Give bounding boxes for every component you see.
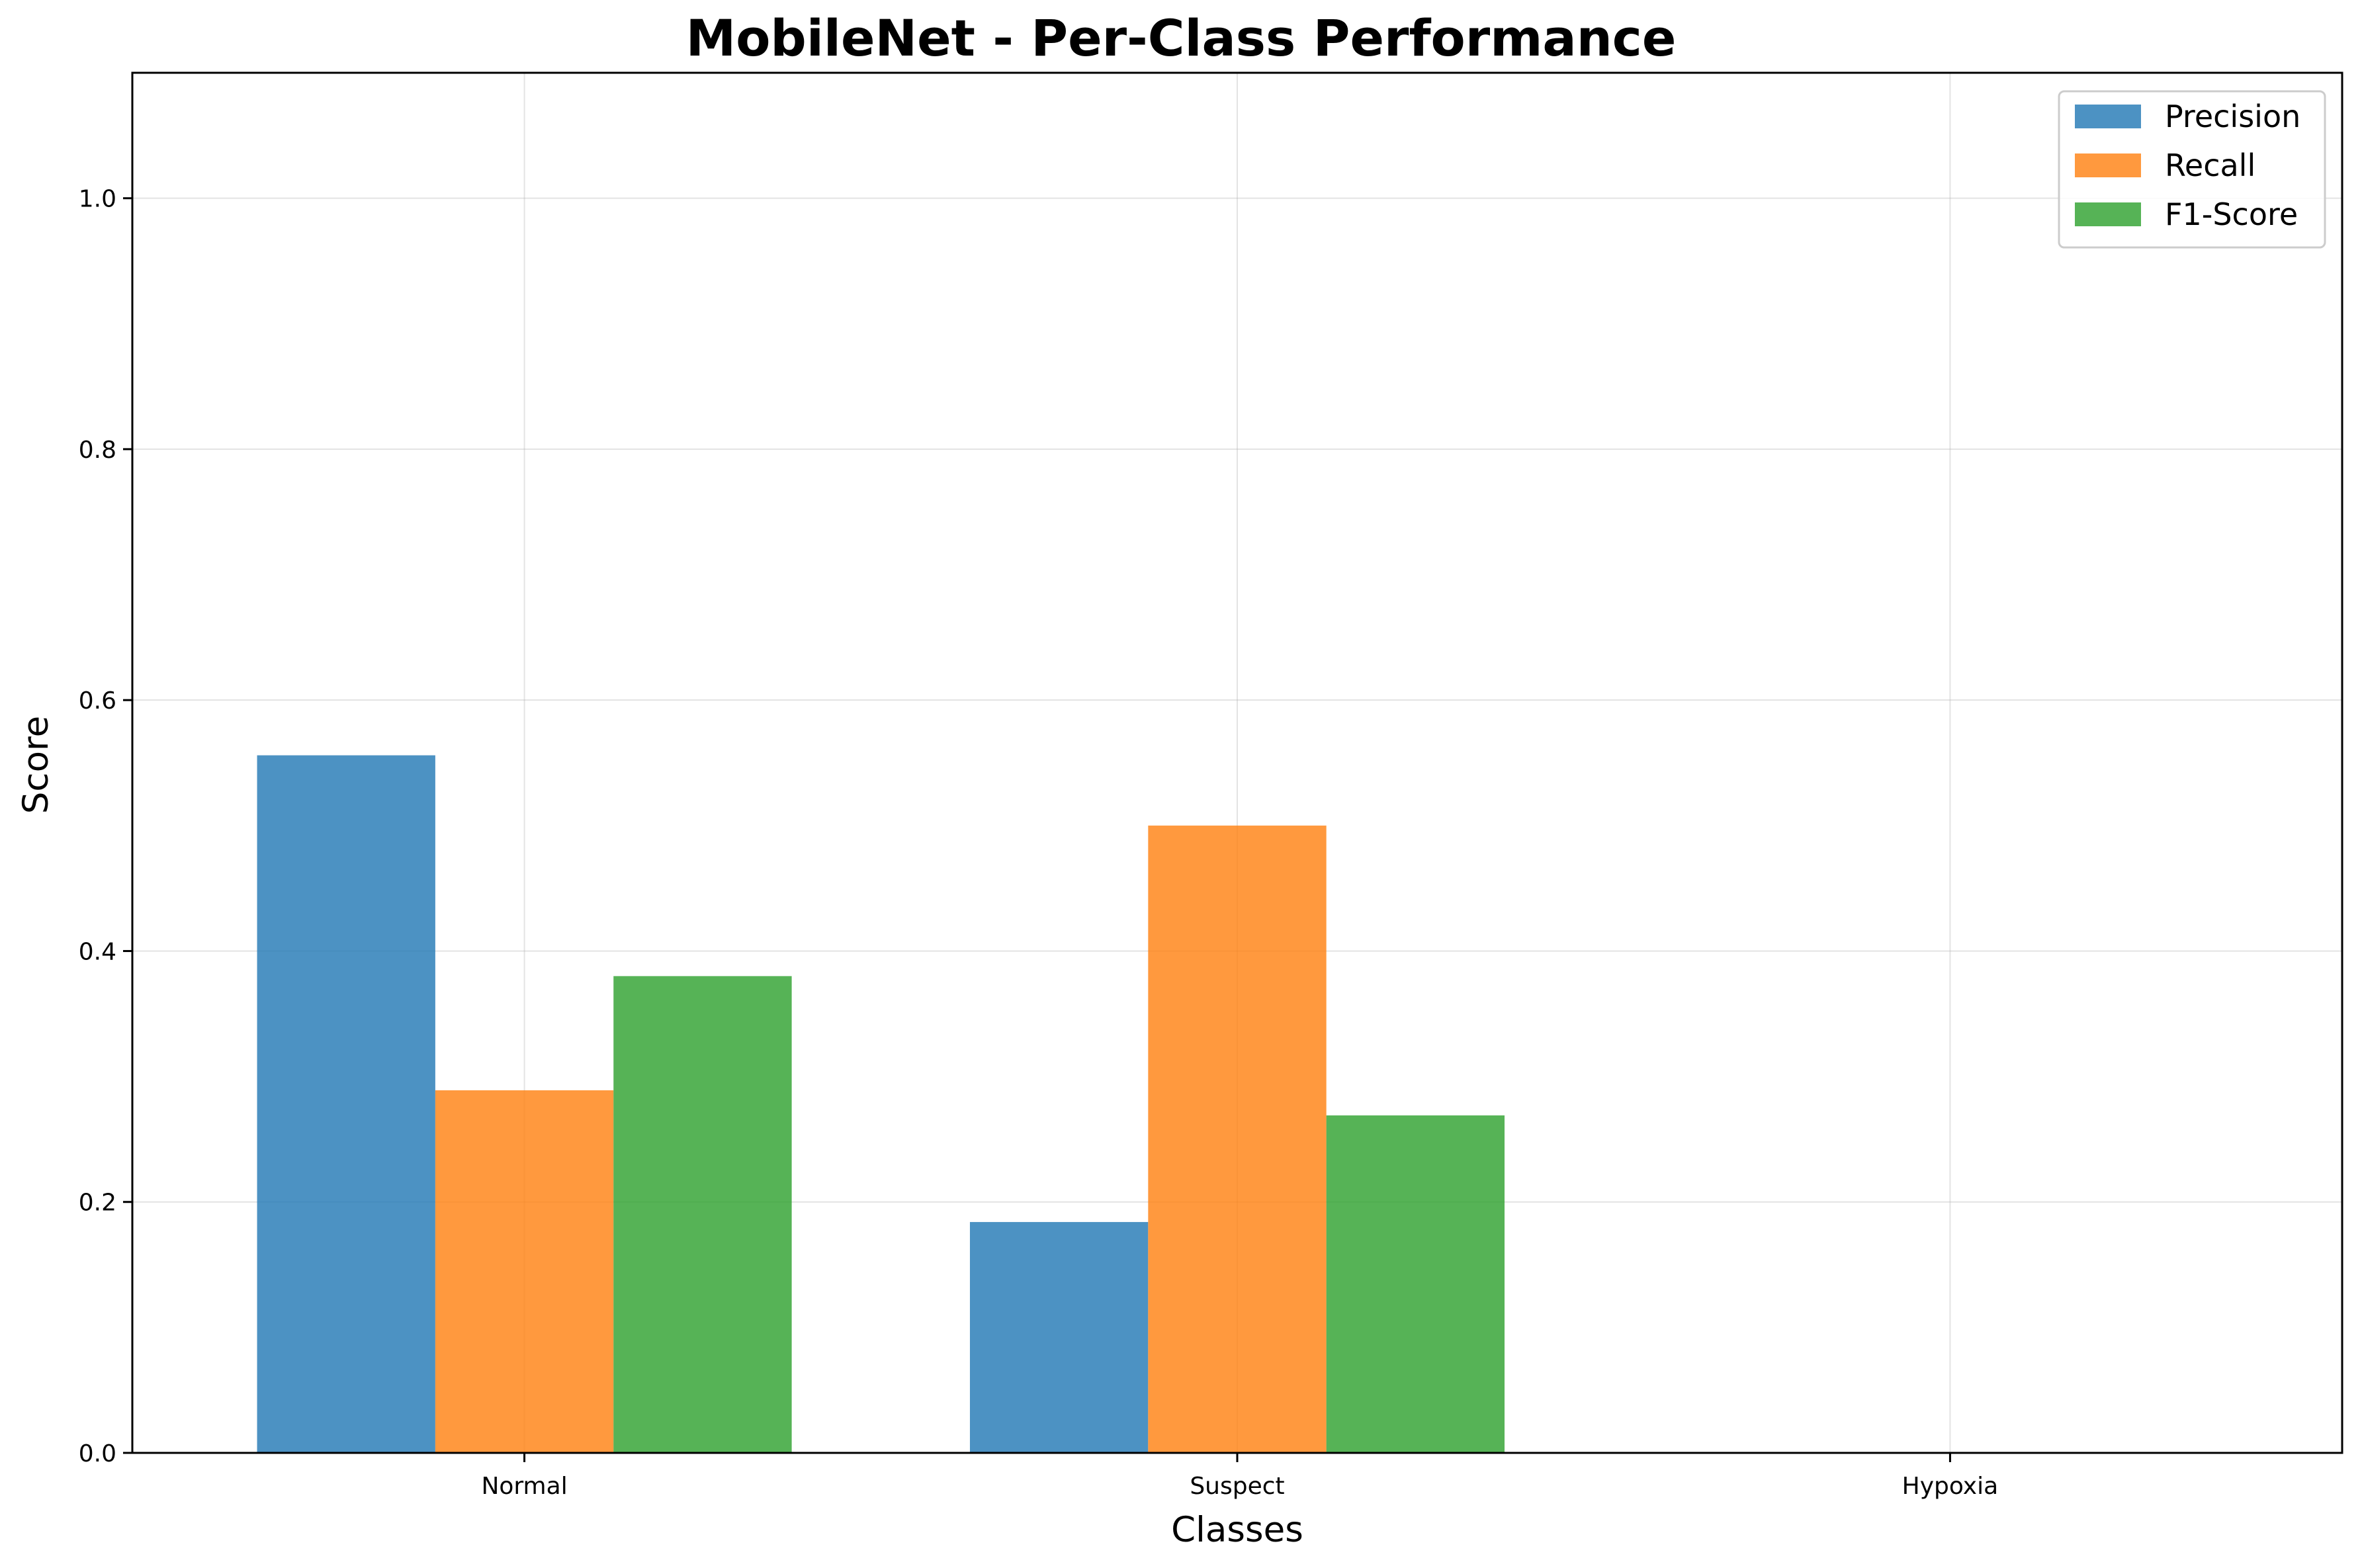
x-tick-label: Normal [481,1473,567,1500]
bars [257,755,1505,1453]
bar-precision-suspect [969,1222,1149,1453]
x-tick-label: Suspect [1190,1473,1284,1500]
x-axis-label: Classes [1171,1510,1303,1550]
legend-label: Precision [2165,99,2300,134]
y-tick-label: 0.6 [79,687,116,715]
y-tick-label: 0.4 [79,938,116,965]
y-axis-label: Score [16,716,56,814]
bar-recall-suspect [1148,825,1327,1453]
legend-swatch [2075,202,2141,226]
x-tick-label: Hypoxia [1902,1473,1999,1500]
legend-label: F1-Score [2165,196,2298,232]
legend-label: Recall [2165,148,2255,183]
y-tick-label: 0.0 [79,1440,116,1467]
legend-items: Precision Recall F1-Score [2075,99,2300,232]
bar-f1-score-suspect [1326,1115,1505,1453]
bar-recall-normal [435,1090,614,1453]
y-tick-label: 0.2 [79,1190,116,1217]
legend-swatch [2075,153,2141,177]
x-axis: Normal Suspect Hypoxia [481,1453,1998,1500]
legend: Precision Recall F1-Score [2058,90,2326,249]
legend-swatch [2075,105,2141,128]
chart-title: MobileNet - Per-Class Performance [686,9,1677,67]
bar-precision-normal [257,755,435,1453]
y-tick-label: 0.8 [79,437,116,464]
y-axis: 0.0 0.2 0.4 0.6 0.8 1.0 [79,186,132,1467]
bar-f1-score-normal [613,976,792,1453]
y-tick-label: 1.0 [79,186,116,213]
